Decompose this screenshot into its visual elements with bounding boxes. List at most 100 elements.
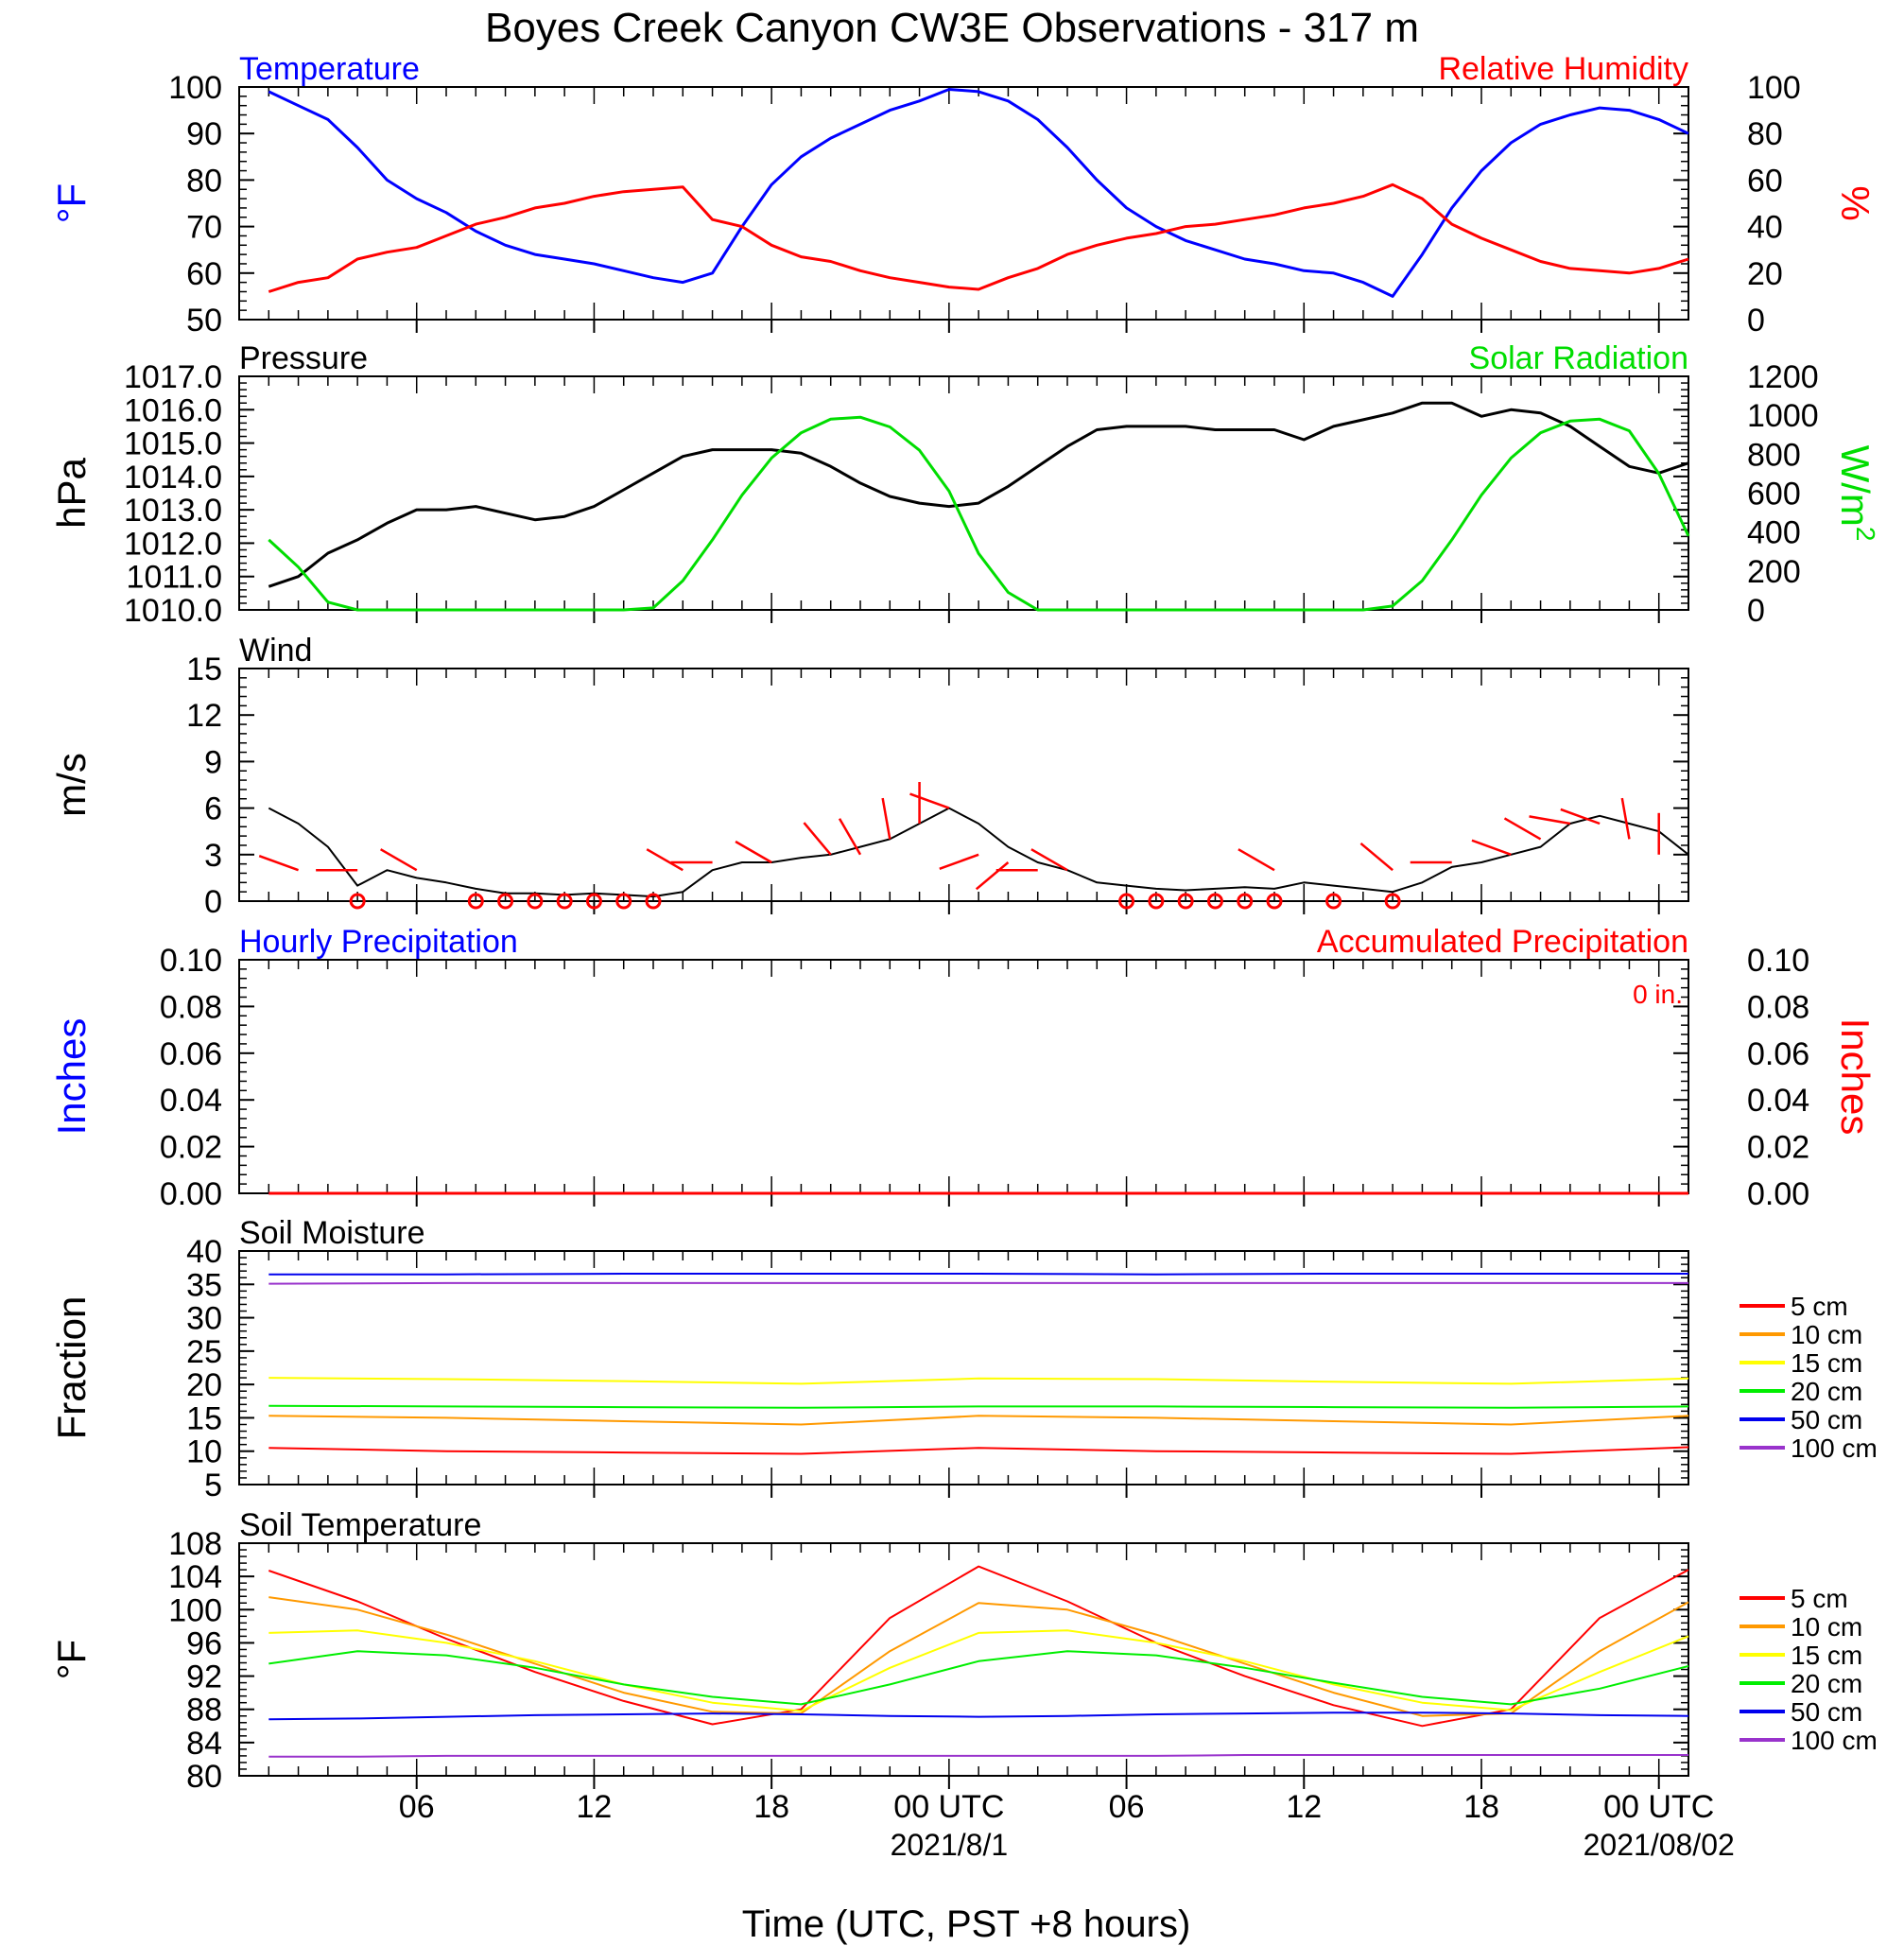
y-tick-label-left: 15 [186,652,222,687]
y-tick-label-left: 12 [186,698,222,734]
y-tick-label-left: 20 [186,1367,222,1403]
y-tick-label-left: 80 [186,1759,222,1795]
panel-frame [238,1250,1689,1486]
wind-barb [1529,815,1571,825]
wind-barb [379,848,418,872]
y-tick-label-left: 70 [186,210,222,246]
y-axis-label-right: Inches [1833,1018,1878,1136]
legend-label: 10 cm [1791,1320,1862,1349]
y-tick-label-left: 100 [168,70,222,106]
y-tick-label-left: 90 [186,116,222,152]
legend-label: 15 cm [1791,1348,1862,1378]
y-tick-label-left: 92 [186,1659,222,1695]
series-relative-humidity [268,182,1689,293]
y-tick-label-left: 9 [204,744,222,780]
x-date-label: 2021/08/02 [1584,1828,1735,1862]
figure-title: Boyes Creek Canyon CW3E Observations - 3… [485,5,1419,51]
y-tick-label-right: 0 [1747,303,1765,339]
panel-title-left: Wind [239,633,312,669]
x-tick-label: 00 UTC [893,1789,1004,1825]
y-tick-label-right: 80 [1747,116,1783,152]
y-tick-label-left: 1016.0 [124,392,222,428]
panel-frame [238,668,1689,902]
y-tick-label-right: 0 [1747,593,1765,629]
y-tick-label-left: 0.08 [160,989,222,1025]
y-tick-label-right: 40 [1747,210,1783,246]
panel-title-left: Hourly Precipitation [239,924,518,960]
y-tick-label-left: 0.02 [160,1130,222,1166]
y-tick-label-left: 1017.0 [124,359,222,395]
wind-barb [1560,808,1601,825]
panel-frame [238,1542,1689,1777]
y-tick-label-right: 0.00 [1747,1176,1809,1212]
calm-wind-marker [467,893,484,910]
y-tick-label-left: 6 [204,791,222,827]
series-100-cm [268,1281,1688,1285]
y-axis-label-right-superscript: 2 [1851,527,1880,542]
x-tick-label: 18 [1463,1789,1499,1825]
y-tick-label-right: 100 [1747,70,1801,106]
wind-barb [258,854,299,872]
y-tick-label-left: 0.00 [160,1176,222,1212]
y-tick-label-left: 15 [186,1400,222,1436]
calm-wind-marker [527,893,544,910]
wind-barb [646,848,684,872]
wind-barb [1471,839,1512,856]
x-tick-label: 06 [1109,1789,1145,1825]
x-axis-label: Time (UTC, PST +8 hours) [742,1903,1191,1945]
y-tick-label-left: 1014.0 [124,460,222,495]
calm-wind-marker [645,893,662,910]
series-10-cm [268,1596,1689,1717]
wind-barb [1238,848,1275,872]
calm-wind-marker [1148,893,1165,910]
wind-barb [803,822,832,856]
accumulated-total: 0 in. [1633,980,1683,1009]
x-tick-label: 12 [577,1789,613,1825]
panel-frame [238,86,1689,321]
y-tick-label-left: 40 [186,1234,222,1270]
y-tick-label-right: 0.10 [1747,943,1809,979]
calm-wind-marker [1206,893,1223,910]
legend-label: 20 cm [1791,1377,1862,1406]
y-tick-label-left: 25 [186,1334,222,1370]
panel-title-right: Accumulated Precipitation [1317,924,1688,960]
y-tick-label-left: 1010.0 [124,593,222,629]
wind-barb [1620,797,1631,840]
y-axis-label-left: Fraction [49,1296,94,1440]
calm-wind-marker [585,893,602,910]
y-tick-label-right: 1000 [1747,398,1819,434]
panel-pressure_solar: 1017.01016.01015.01014.01013.01012.01011… [49,340,1880,629]
y-tick-label-right: 200 [1747,554,1801,590]
y-tick-label-left: 80 [186,163,222,199]
series-15-cm [268,1629,1689,1712]
calm-wind-marker [556,893,573,910]
y-tick-label-left: 1012.0 [124,526,222,562]
calm-wind-marker [1118,893,1135,910]
y-tick-label-left: 50 [186,303,222,339]
series-temperature [268,88,1689,298]
series-20-cm [268,1650,1689,1706]
series-pressure [268,401,1689,588]
panel-title-right: Solar Radiation [1469,340,1688,376]
series-10-cm [268,1415,1689,1426]
legend-label: 5 cm [1791,1292,1848,1321]
y-axis-label-left: °F [49,183,94,223]
calm-wind-marker [1325,893,1342,910]
calm-wind-marker [615,893,632,910]
y-tick-label-left: 10 [186,1434,222,1470]
y-tick-label-left: 88 [186,1693,222,1729]
y-tick-label-left: 5 [204,1468,222,1503]
y-tick-label-right: 20 [1747,256,1783,292]
x-tick-label: 00 UTC [1603,1789,1714,1825]
series-15-cm [268,1377,1689,1385]
y-tick-label-right: 0.06 [1747,1036,1809,1072]
panel-frame [238,375,1689,611]
y-axis-label-right: % [1833,185,1878,220]
y-tick-label-left: 108 [168,1526,222,1562]
y-tick-label-left: 96 [186,1625,222,1661]
wind-barb [909,792,950,809]
